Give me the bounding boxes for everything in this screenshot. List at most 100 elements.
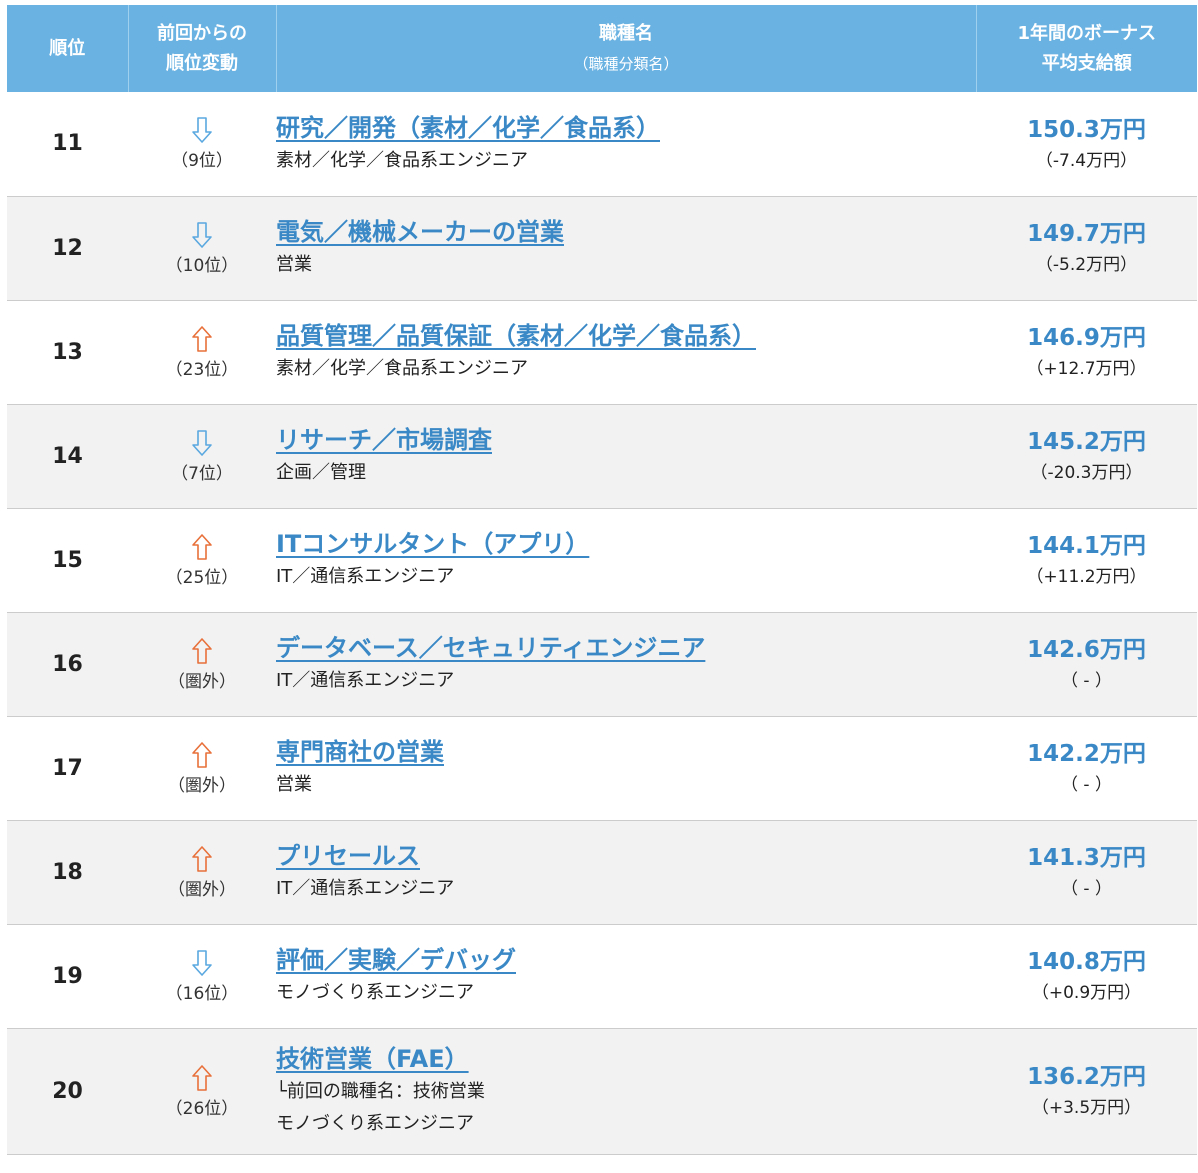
header-rank: 順位 xyxy=(7,5,129,92)
arrow-down-icon xyxy=(192,429,212,456)
job-category: IT／通信系エンジニア xyxy=(276,878,455,899)
rank-number: 19 xyxy=(52,963,83,989)
bonus-amount: 150.3万円 xyxy=(1027,116,1146,143)
rank-cell: 20 xyxy=(7,1028,128,1155)
job-category: IT／通信系エンジニア xyxy=(276,670,455,691)
job-cell: ITコンサルタント（アプリ） IT／通信系エンジニア xyxy=(276,508,976,613)
bonus-cell: 142.2万円 （ - ） xyxy=(976,716,1197,821)
header-change: 前回からの 順位変動 xyxy=(128,5,277,92)
table-row: 14 （7位） リサーチ／市場調査 企画／管理 145.2万円 （-20.3万円… xyxy=(7,404,1197,509)
job-cell: データベース／セキュリティエンジニア IT／通信系エンジニア xyxy=(276,612,976,717)
table-row: 13 （23位） 品質管理／品質保証（素材／化学／食品系） 素材／化学／食品系エ… xyxy=(7,300,1197,405)
job-category: 営業 xyxy=(276,254,312,275)
rank-number: 17 xyxy=(52,755,83,781)
job-title-link[interactable]: 評価／実験／デバッグ xyxy=(276,946,516,974)
arrow-down-icon xyxy=(192,117,212,144)
rank-change-cell: （圏外） xyxy=(128,716,276,821)
header-job-label: 職種名 xyxy=(599,22,653,44)
arrow-up-icon xyxy=(192,637,212,664)
rank-cell: 13 xyxy=(7,300,128,405)
table-row: 11 （9位） 研究／開発（素材／化学／食品系） 素材／化学／食品系エンジニア … xyxy=(7,92,1197,197)
rank-number: 13 xyxy=(52,339,83,365)
rank-number: 14 xyxy=(52,443,83,469)
job-cell: 技術営業（FAE） └前回の職種名：技術営業 モノづくり系エンジニア xyxy=(276,1028,976,1155)
rank-cell: 12 xyxy=(7,196,128,301)
rank-cell: 18 xyxy=(7,820,128,925)
bonus-amount: 149.7万円 xyxy=(1027,221,1146,247)
bonus-cell: 136.2万円 （+3.5万円） xyxy=(976,1028,1197,1155)
bonus-amount: 142.6万円 xyxy=(1027,637,1146,663)
job-title-link[interactable]: 研究／開発（素材／化学／食品系） xyxy=(276,113,660,142)
bonus-amount: 142.2万円 xyxy=(1027,741,1146,767)
job-cell: 評価／実験／デバッグ モノづくり系エンジニア xyxy=(276,924,976,1029)
arrow-up-icon xyxy=(192,533,212,560)
bonus-cell: 145.2万円 （-20.3万円） xyxy=(976,404,1197,509)
rank-number: 11 xyxy=(52,131,83,157)
job-title-link[interactable]: ITコンサルタント（アプリ） xyxy=(276,530,590,558)
table-row: 18 （圏外） プリセールス IT／通信系エンジニア 141.3万円 （ - ） xyxy=(7,820,1197,925)
header-job: 職種名 （職種分類名） xyxy=(276,5,977,92)
rank-cell: 14 xyxy=(7,404,128,509)
bonus-amount: 145.2万円 xyxy=(1027,429,1146,455)
previous-rank: （圏外） xyxy=(168,879,236,900)
job-cell: 電気／機械メーカーの営業 営業 xyxy=(276,196,976,301)
job-category: 素材／化学／食品系エンジニア xyxy=(276,149,528,171)
job-title-link[interactable]: 技術営業（FAE） xyxy=(276,1045,469,1073)
job-title-link[interactable]: リサーチ／市場調査 xyxy=(276,426,492,454)
arrow-up-icon xyxy=(192,325,212,352)
previous-rank: （23位） xyxy=(165,359,239,380)
rank-cell: 17 xyxy=(7,716,128,821)
header-job-sub: （職種分類名） xyxy=(573,54,679,73)
rank-cell: 15 xyxy=(7,508,128,613)
table-row: 16 （圏外） データベース／セキュリティエンジニア IT／通信系エンジニア 1… xyxy=(7,612,1197,717)
bonus-cell: 146.9万円 （+12.7万円） xyxy=(976,300,1197,405)
bonus-amount: 146.9万円 xyxy=(1027,325,1146,351)
bonus-cell: 150.3万円 （-7.4万円） xyxy=(976,92,1197,197)
bonus-difference: （ - ） xyxy=(1061,775,1112,795)
job-category: 素材／化学／食品系エンジニア xyxy=(276,358,528,379)
rank-number: 16 xyxy=(52,651,83,677)
bonus-difference: （-7.4万円） xyxy=(1035,150,1138,171)
rank-change-cell: （7位） xyxy=(128,404,276,509)
rank-change-cell: （圏外） xyxy=(128,820,276,925)
header-bonus-line2: 平均支給額 xyxy=(1041,52,1132,74)
arrow-up-icon xyxy=(192,1064,212,1091)
bonus-difference: （ - ） xyxy=(1061,671,1112,691)
job-cell: リサーチ／市場調査 企画／管理 xyxy=(276,404,976,509)
rank-change-cell: （23位） xyxy=(128,300,276,405)
bonus-difference: （-20.3万円） xyxy=(1030,463,1143,483)
rank-number: 18 xyxy=(52,859,83,885)
job-cell: 研究／開発（素材／化学／食品系） 素材／化学／食品系エンジニア xyxy=(276,92,976,197)
table-header-row: 順位 前回からの 順位変動 職種名 （職種分類名） 1年間のボーナス 平均支給額 xyxy=(7,5,1197,92)
bonus-ranking-table: 順位 前回からの 順位変動 職種名 （職種分類名） 1年間のボーナス 平均支給額… xyxy=(7,5,1197,1155)
job-title-link[interactable]: 電気／機械メーカーの営業 xyxy=(276,218,564,246)
table-row: 12 （10位） 電気／機械メーカーの営業 営業 149.7万円 （-5.2万円… xyxy=(7,196,1197,301)
job-title-link[interactable]: プリセールス xyxy=(276,842,420,870)
bonus-difference: （+11.2万円） xyxy=(1026,567,1147,587)
previous-job-name-note: └前回の職種名：技術営業 xyxy=(276,1081,485,1102)
table-row: 20 （26位） 技術営業（FAE） └前回の職種名：技術営業 モノづくり系エン… xyxy=(7,1028,1197,1155)
job-title-link[interactable]: 専門商社の営業 xyxy=(276,738,444,766)
bonus-cell: 142.6万円 （ - ） xyxy=(976,612,1197,717)
rank-number: 15 xyxy=(52,547,83,573)
header-change-line2: 順位変動 xyxy=(166,52,238,74)
header-bonus: 1年間のボーナス 平均支給額 xyxy=(976,5,1197,92)
previous-rank: （圏外） xyxy=(168,775,236,796)
bonus-cell: 141.3万円 （ - ） xyxy=(976,820,1197,925)
job-cell: 品質管理／品質保証（素材／化学／食品系） 素材／化学／食品系エンジニア xyxy=(276,300,976,405)
header-change-line1: 前回からの xyxy=(157,22,247,44)
bonus-difference: （+3.5万円） xyxy=(1031,1098,1142,1118)
rank-change-cell: （25位） xyxy=(128,508,276,613)
job-title-link[interactable]: データベース／セキュリティエンジニア xyxy=(276,634,706,662)
rank-cell: 11 xyxy=(7,92,128,197)
previous-rank: （9位） xyxy=(171,151,233,172)
job-category: モノづくり系エンジニア xyxy=(276,1113,474,1134)
rank-cell: 19 xyxy=(7,924,128,1029)
previous-rank: （16位） xyxy=(165,983,239,1004)
job-title-link[interactable]: 品質管理／品質保証（素材／化学／食品系） xyxy=(276,322,756,350)
bonus-amount: 136.2万円 xyxy=(1027,1064,1146,1090)
header-bonus-line1: 1年間のボーナス xyxy=(1017,22,1157,44)
bonus-difference: （+12.7万円） xyxy=(1026,359,1147,379)
rank-number: 12 xyxy=(52,235,83,261)
bonus-amount: 141.3万円 xyxy=(1027,845,1146,871)
